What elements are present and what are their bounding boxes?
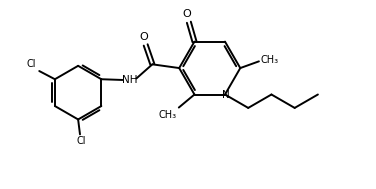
Text: Cl: Cl — [76, 136, 86, 146]
Text: N: N — [222, 90, 230, 100]
Text: CH₃: CH₃ — [159, 110, 177, 120]
Text: O: O — [183, 9, 191, 19]
Text: O: O — [139, 32, 148, 42]
Text: Cl: Cl — [27, 59, 36, 69]
Text: CH₃: CH₃ — [261, 55, 279, 65]
Text: NH: NH — [121, 75, 137, 85]
